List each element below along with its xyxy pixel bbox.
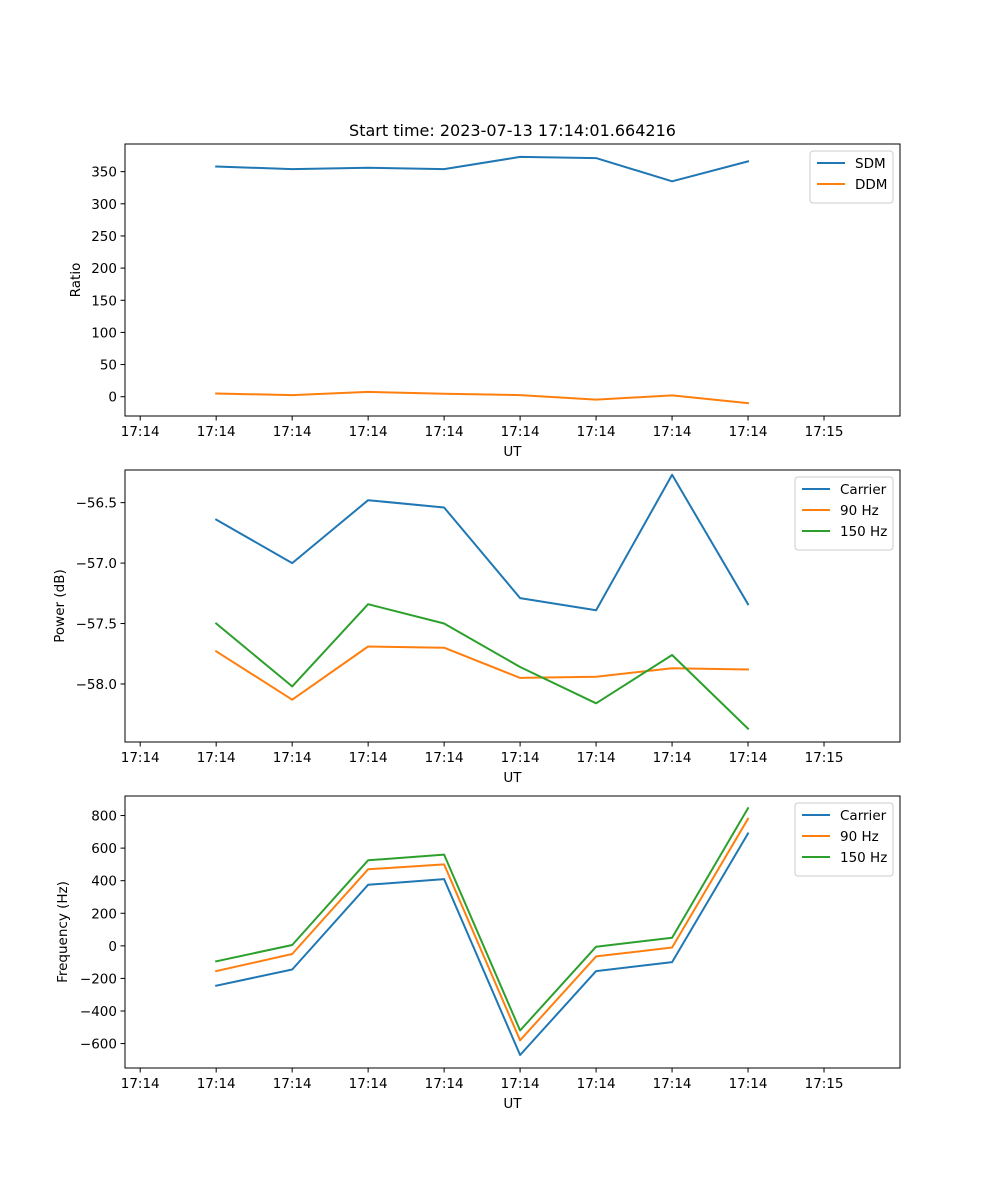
x-tick-label: 17:14 — [121, 424, 160, 440]
frequency-legend: Carrier 90 Hz 150 Hz — [794, 802, 894, 877]
y-tick-label: 100 — [91, 325, 117, 341]
x-tick-label: 17:14 — [349, 424, 388, 440]
x-tick-label: 17:14 — [197, 1076, 236, 1092]
x-tick-label: 17:14 — [425, 750, 464, 766]
y-tick-label: 800 — [91, 809, 117, 825]
y-tick-label: −58.0 — [76, 677, 117, 693]
x-tick-label: 17:14 — [425, 424, 464, 440]
x-tick-label: 17:14 — [273, 1076, 312, 1092]
series-line-90-hz — [215, 817, 750, 1042]
y-axis-label: Frequency (Hz) — [55, 881, 71, 983]
series-line-150-hz — [215, 806, 750, 1032]
legend-label: Carrier — [840, 482, 887, 498]
y-tick-label: −56.5 — [76, 496, 117, 512]
frequency-series-group — [215, 806, 750, 1056]
chart-title: Start time: 2023-07-13 17:14:01.664216 — [349, 121, 676, 140]
ratio-axes-frame — [124, 143, 901, 417]
x-tick-label: 17:15 — [805, 1076, 844, 1092]
frequency-axes-frame — [124, 795, 901, 1069]
frequency-y-axis: −600 −400 −200 0 200 400 600 800 — [80, 809, 125, 1053]
x-tick-label: 17:14 — [729, 424, 768, 440]
frequency-x-axis: 17:14 17:14 17:14 17:14 17:14 17:14 17:14 17:14… — [121, 1068, 844, 1092]
y-tick-label: 600 — [91, 841, 117, 857]
x-tick-label: 17:14 — [121, 1076, 160, 1092]
y-tick-label: −57.5 — [76, 617, 117, 633]
x-tick-label: 17:14 — [273, 424, 312, 440]
x-tick-label: 17:14 — [349, 750, 388, 766]
x-tick-label: 17:14 — [349, 1076, 388, 1092]
x-axis-label: UT — [503, 770, 522, 786]
x-tick-label: 17:15 — [805, 750, 844, 766]
x-tick-label: 17:14 — [425, 1076, 464, 1092]
x-tick-label: 17:15 — [805, 424, 844, 440]
legend-label: DDM — [855, 177, 887, 193]
power-y-axis: −58.0 −57.5 −57.0 −56.5 — [76, 496, 125, 693]
series-line-ddm — [215, 390, 750, 405]
x-tick-label: 17:14 — [729, 750, 768, 766]
y-tick-label: −600 — [80, 1037, 117, 1053]
y-tick-label: 300 — [91, 197, 117, 213]
legend-label: 90 Hz — [840, 503, 879, 519]
x-tick-label: 17:14 — [197, 424, 236, 440]
y-tick-label: 350 — [91, 165, 117, 181]
legend-label: 150 Hz — [840, 524, 887, 540]
y-axis-label: Power (dB) — [52, 569, 68, 642]
legend-label: Carrier — [840, 808, 887, 824]
series-line-sdm — [215, 155, 750, 183]
y-tick-label: −57.0 — [76, 556, 117, 572]
ratio-legend: SDM DDM — [809, 150, 894, 204]
x-tick-label: 17:14 — [729, 1076, 768, 1092]
power-legend: Carrier 90 Hz 150 Hz — [794, 476, 894, 551]
ratio-y-axis: 0 50 100 150 200 250 300 350 — [91, 165, 125, 406]
y-tick-label: 250 — [91, 229, 117, 245]
power-axes-frame — [124, 469, 901, 743]
x-tick-label: 17:14 — [577, 1076, 616, 1092]
power-x-axis: 17:14 17:14 17:14 17:14 17:14 17:14 17:14 17:14… — [121, 742, 844, 766]
y-tick-label: 50 — [100, 358, 117, 374]
x-tick-label: 17:14 — [653, 1076, 692, 1092]
y-tick-label: 150 — [91, 293, 117, 309]
x-tick-label: 17:14 — [501, 1076, 540, 1092]
x-tick-label: 17:14 — [501, 424, 540, 440]
series-line-90-hz — [214, 645, 750, 701]
legend-label: SDM — [855, 156, 886, 172]
series-line-carrier — [214, 473, 750, 612]
ratio-x-axis: 17:14 17:14 17:14 17:14 17:14 17:14 17:14 17:14… — [121, 416, 844, 440]
y-tick-label: 0 — [108, 939, 117, 955]
y-tick-label: 200 — [91, 261, 117, 277]
ratio-series-group — [215, 155, 750, 405]
x-tick-label: 17:14 — [501, 750, 540, 766]
y-axis-label: Ratio — [68, 263, 84, 298]
power-series-group — [214, 473, 750, 731]
x-tick-label: 17:14 — [577, 750, 616, 766]
y-tick-label: 0 — [108, 390, 117, 406]
legend-label: 150 Hz — [840, 850, 887, 866]
x-axis-label: UT — [503, 444, 522, 460]
y-tick-label: −400 — [80, 1004, 117, 1020]
series-line-150-hz — [214, 603, 750, 731]
y-tick-label: 400 — [91, 874, 117, 890]
y-tick-label: 200 — [91, 906, 117, 922]
ratio-chart-panel: Start time: 2023-07-13 17:14:01.664216 1… — [68, 121, 901, 460]
power-chart-panel: 17:14 17:14 17:14 17:14 17:14 17:14 17:14 17:14… — [52, 469, 901, 786]
x-tick-label: 17:14 — [273, 750, 312, 766]
x-tick-label: 17:14 — [197, 750, 236, 766]
frequency-chart-panel: 17:14 17:14 17:14 17:14 17:14 17:14 17:14 17:14… — [55, 795, 901, 1112]
legend-label: 90 Hz — [840, 829, 879, 845]
x-tick-label: 17:14 — [653, 424, 692, 440]
x-tick-label: 17:14 — [121, 750, 160, 766]
series-line-carrier — [215, 832, 750, 1056]
x-tick-label: 17:14 — [653, 750, 692, 766]
x-tick-label: 17:14 — [577, 424, 616, 440]
y-tick-label: −200 — [80, 971, 117, 987]
x-axis-label: UT — [503, 1096, 522, 1112]
